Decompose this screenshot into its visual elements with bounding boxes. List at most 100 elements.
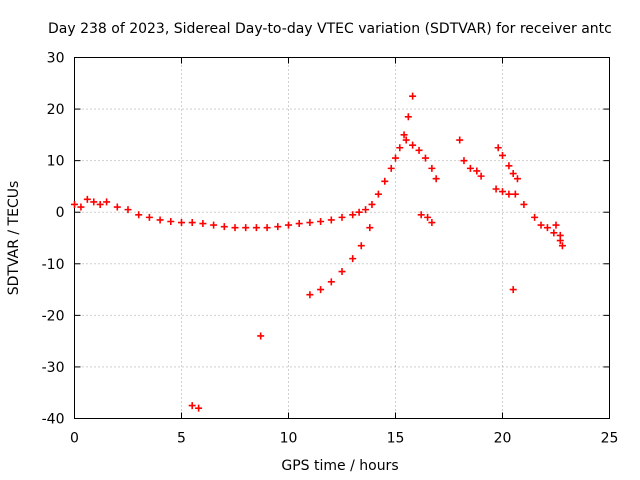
data-point: [178, 219, 185, 227]
data-point: [368, 200, 376, 208]
data-point: [432, 175, 440, 183]
data-point: [381, 177, 389, 185]
data-point: [188, 402, 196, 410]
data-point: [424, 213, 432, 221]
data-point: [195, 404, 203, 412]
data-point: [156, 216, 164, 224]
data-point: [473, 167, 481, 175]
data-point: [477, 172, 485, 180]
data-point: [306, 219, 314, 227]
data-point: [349, 211, 357, 219]
data-point: [96, 200, 104, 208]
data-point: [505, 190, 513, 198]
data-point: [366, 224, 374, 232]
data-point: [520, 200, 528, 208]
y-axis-label: SDTVAR / TECUs: [6, 181, 22, 296]
x-tick-label: 10: [280, 431, 298, 447]
plot-frame: [74, 57, 610, 419]
data-point: [306, 291, 314, 299]
data-point: [327, 216, 335, 224]
data-point: [355, 208, 363, 216]
x-tick-label: 15: [387, 431, 405, 447]
data-point: [537, 221, 545, 229]
data-point: [210, 221, 218, 229]
data-point: [113, 203, 121, 211]
data-point: [417, 211, 425, 219]
data-point: [274, 223, 282, 231]
data-point: [499, 188, 506, 196]
data-point: [357, 242, 365, 250]
data-point: [421, 154, 429, 162]
data-point: [550, 229, 558, 237]
data-point: [492, 185, 500, 193]
data-point: [71, 200, 78, 208]
data-point: [513, 175, 521, 183]
y-tick-label: -10: [42, 257, 65, 273]
y-tick-label: -30: [42, 360, 65, 376]
y-tick-label: -40: [42, 412, 65, 428]
data-point: [494, 144, 502, 152]
data-point: [374, 190, 382, 198]
data-point: [404, 113, 412, 121]
data-point: [392, 154, 399, 162]
data-point: [103, 198, 111, 206]
chart-title: Day 238 of 2023, Sidereal Day-to-day VTE…: [48, 21, 612, 37]
y-tick-label: -20: [42, 308, 65, 324]
x-tick-label: 0: [70, 431, 79, 447]
data-point: [242, 224, 250, 232]
data-point: [327, 278, 335, 286]
data-point: [317, 217, 325, 225]
data-point: [220, 223, 228, 231]
data-point: [231, 224, 239, 232]
data-point: [124, 206, 132, 214]
data-point: [252, 224, 260, 232]
y-tick-label: 20: [47, 102, 65, 118]
data-point: [396, 144, 404, 152]
data-point: [400, 131, 408, 139]
data-points: [71, 92, 566, 412]
data-point: [456, 136, 464, 144]
data-point: [499, 151, 506, 159]
data-point: [409, 141, 417, 149]
data-point: [531, 213, 539, 221]
grid-lines: [74, 57, 610, 419]
y-tick-label: 10: [47, 154, 65, 170]
data-point: [543, 224, 551, 232]
data-point: [167, 217, 175, 225]
data-point: [83, 195, 91, 203]
data-point: [402, 136, 410, 144]
data-point: [509, 170, 517, 178]
data-point: [509, 286, 517, 294]
data-point: [145, 213, 153, 221]
data-point: [77, 203, 85, 211]
data-point: [263, 224, 271, 232]
x-tick-label: 5: [177, 431, 186, 447]
data-point: [428, 164, 436, 172]
x-tick-label: 25: [601, 431, 619, 447]
y-tick-label: 30: [47, 51, 65, 67]
data-point: [552, 221, 560, 229]
data-point: [505, 162, 513, 170]
data-point: [460, 157, 468, 165]
data-point: [349, 255, 357, 263]
data-point: [415, 146, 423, 154]
data-point: [295, 220, 303, 228]
data-point: [90, 198, 98, 206]
data-point: [285, 221, 292, 229]
data-point: [558, 242, 566, 250]
data-point: [135, 211, 143, 219]
axis-ticks: 0 5 10 15 20 25 -40 -30 -20 -10 0 10 20 30: [42, 51, 619, 447]
data-point: [362, 206, 370, 214]
data-point: [317, 286, 325, 294]
data-point: [466, 164, 474, 172]
data-point: [556, 231, 564, 239]
data-point: [338, 268, 346, 276]
x-tick-label: 20: [494, 431, 512, 447]
data-point: [257, 332, 265, 340]
data-point: [428, 219, 436, 227]
x-axis-label: GPS time / hours: [281, 458, 398, 474]
data-point: [199, 220, 207, 228]
data-point: [409, 92, 417, 100]
